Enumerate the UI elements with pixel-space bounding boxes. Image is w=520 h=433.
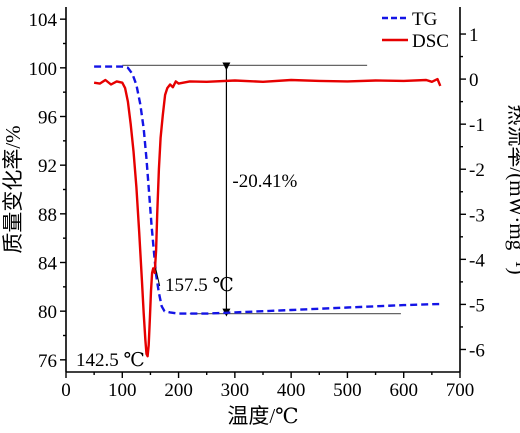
x-tick-label: 200 (164, 380, 193, 401)
legend-label-dsc: DSC (412, 31, 449, 52)
x-tick-label: 600 (389, 380, 418, 401)
right-y-tick-label: -1 (469, 115, 485, 136)
right-y-tick-label: -6 (469, 340, 485, 361)
x-axis-title: 温度/℃ (227, 404, 298, 428)
left-y-tick-label: 96 (38, 108, 57, 129)
series-group (93, 65, 444, 358)
right-y-axis-title: 热流率/(mW·mg⁻¹) (505, 104, 520, 274)
x-tick-label: 500 (333, 380, 362, 401)
annotations-group: -20.41% 157.5 ℃ 142.5 ℃ (76, 171, 297, 371)
left-y-tick-label: 80 (38, 302, 57, 323)
x-tick-label: 100 (108, 380, 137, 401)
right-y-tick-label: 1 (469, 25, 479, 46)
series-line-dsc (93, 77, 442, 358)
left-y-tick-label: 104 (29, 10, 58, 31)
left-y-tick-label: 76 (38, 351, 57, 372)
axes-group: 0 100 200 300 400 500 600 700 76 80 84 88 92 96 100 104… (1, 7, 520, 428)
right-y-tick-label: -2 (469, 160, 485, 181)
right-y-tick-label: 0 (469, 70, 479, 91)
x-tick-label: 0 (61, 380, 71, 401)
left-y-tick-label: 100 (29, 59, 58, 80)
peak-1-leader (155, 268, 161, 287)
left-y-axis-title: 质量变化率/% (1, 125, 25, 253)
peak-1-label: 157.5 ℃ (165, 275, 234, 296)
x-tick-label: 300 (221, 380, 250, 401)
x-tick-label: 400 (277, 380, 306, 401)
x-tick-label: 700 (446, 380, 475, 401)
legend-label-tg: TG (412, 9, 438, 30)
peak-2-label: 142.5 ℃ (76, 350, 145, 371)
left-y-tick-label: 88 (38, 205, 57, 226)
right-y-tick-label: -4 (469, 250, 485, 271)
right-y-tick-label: -5 (469, 295, 485, 316)
left-y-tick-label: 92 (38, 156, 57, 177)
mass-loss-label: -20.41% (232, 171, 297, 192)
left-y-tick-label: 84 (38, 254, 58, 275)
series-line-tg (94, 65, 444, 315)
right-y-tick-label: -3 (469, 205, 485, 226)
